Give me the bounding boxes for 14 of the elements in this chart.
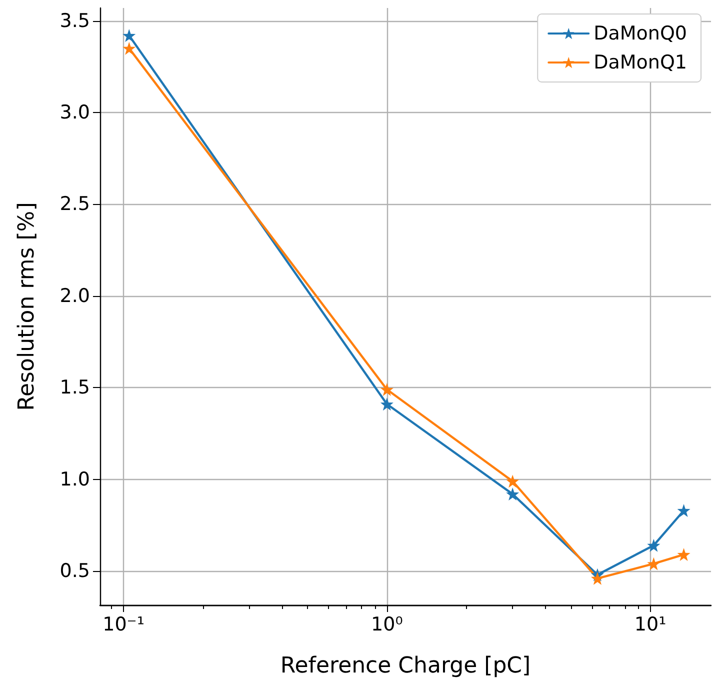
- y-tick-label: 2.0: [60, 284, 90, 307]
- y-tick-label: 1.5: [60, 376, 90, 399]
- x-tick-label: 10⁻¹: [102, 614, 144, 636]
- y-axis-title: Resolution rms [%]: [14, 202, 40, 411]
- legend-label: DaMonQ1: [594, 52, 688, 74]
- y-tick-label: 3.0: [60, 102, 90, 124]
- x-tick-label: 10⁰: [371, 614, 403, 636]
- legend-label: DaMonQ0: [594, 22, 688, 44]
- x-axis-title: Reference Charge [pC]: [280, 654, 531, 678]
- x-tick-label: 10¹: [634, 614, 666, 636]
- y-tick-label: 1.0: [60, 468, 90, 490]
- y-tick-label: 0.5: [60, 560, 90, 582]
- y-tick-label: 3.5: [60, 10, 90, 32]
- y-tick-label: 2.5: [60, 193, 90, 216]
